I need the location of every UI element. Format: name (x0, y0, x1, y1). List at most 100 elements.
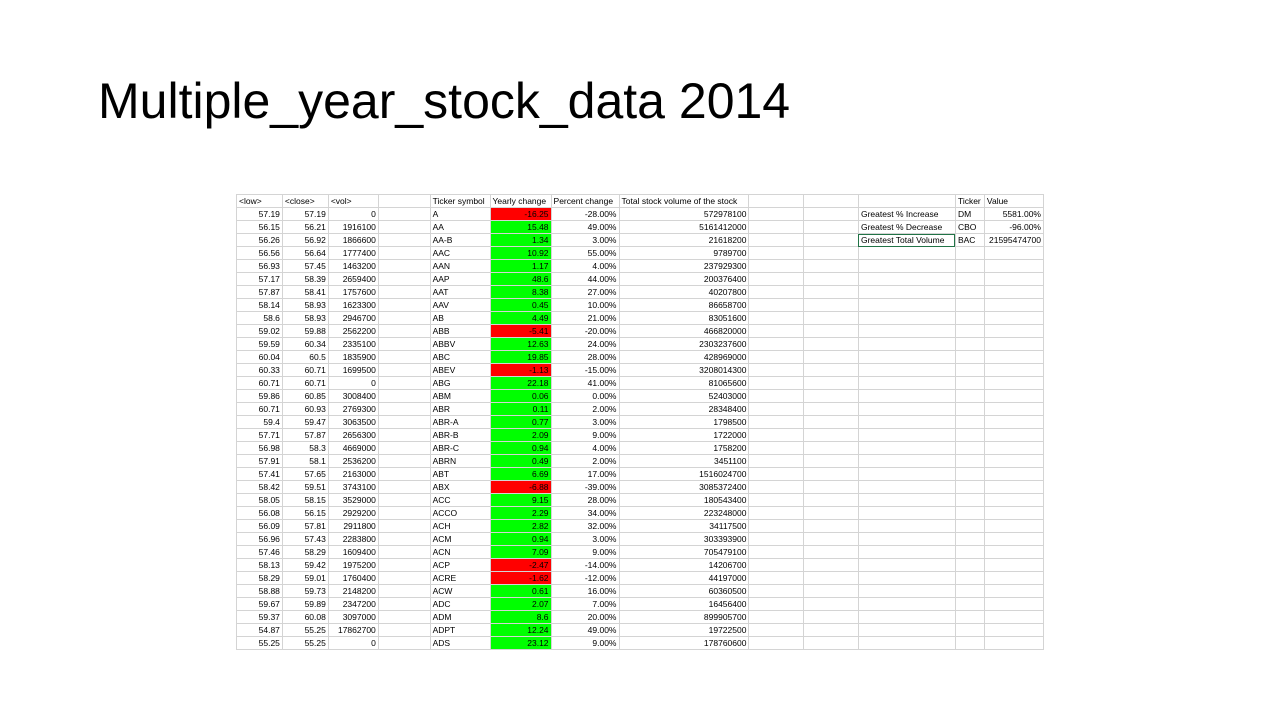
total-volume-cell[interactable]: 60360500 (618, 584, 750, 598)
percent-change-cell[interactable]: 9.00% (550, 636, 620, 650)
low-cell[interactable]: 58.42 (236, 480, 283, 494)
low-cell[interactable]: 55.25 (236, 636, 283, 650)
empty-cell[interactable] (803, 402, 859, 416)
ticker-cell[interactable]: AA (429, 220, 491, 234)
empty-cell[interactable] (748, 467, 805, 481)
percent-change-cell[interactable]: -20.00% (550, 324, 620, 338)
low-cell[interactable]: 57.17 (236, 272, 283, 286)
vol-cell[interactable]: 1757600 (327, 285, 379, 299)
empty-cell[interactable] (983, 350, 1044, 364)
header-close[interactable]: <close> (281, 194, 329, 208)
close-cell[interactable]: 57.87 (281, 428, 329, 442)
close-cell[interactable]: 57.65 (281, 467, 329, 481)
empty-cell[interactable] (748, 337, 805, 351)
empty-cell[interactable] (857, 597, 956, 611)
close-cell[interactable]: 57.45 (281, 259, 329, 273)
close-cell[interactable]: 57.81 (281, 519, 329, 533)
low-cell[interactable]: 57.87 (236, 285, 283, 299)
empty-cell[interactable] (857, 337, 956, 351)
close-cell[interactable]: 60.85 (281, 389, 329, 403)
empty-cell[interactable] (954, 428, 985, 442)
yearly-change-cell[interactable]: 48.6 (489, 272, 552, 286)
vol-cell[interactable]: 2163000 (327, 467, 379, 481)
empty-cell[interactable] (803, 337, 859, 351)
low-cell[interactable]: 58.05 (236, 493, 283, 507)
empty-cell[interactable] (954, 376, 985, 390)
yearly-change-cell[interactable]: 12.24 (489, 623, 552, 637)
vol-cell[interactable]: 1835900 (327, 350, 379, 364)
empty-cell[interactable] (857, 636, 956, 650)
empty-cell[interactable] (803, 584, 859, 598)
total-volume-cell[interactable]: 44197000 (618, 571, 750, 585)
empty-cell[interactable] (954, 272, 985, 286)
empty-cell[interactable] (857, 389, 956, 403)
empty-cell[interactable] (377, 285, 431, 299)
empty-cell[interactable] (748, 571, 805, 585)
empty-cell[interactable] (377, 350, 431, 364)
low-cell[interactable]: 57.71 (236, 428, 283, 442)
empty-cell[interactable] (857, 558, 956, 572)
ticker-cell[interactable]: ABG (429, 376, 491, 390)
empty-cell[interactable] (954, 506, 985, 520)
low-cell[interactable]: 59.67 (236, 597, 283, 611)
empty-cell[interactable] (377, 324, 431, 338)
ticker-cell[interactable]: ABR-A (429, 415, 491, 429)
yearly-change-cell[interactable]: -16.25 (489, 207, 552, 221)
empty-cell[interactable] (377, 207, 431, 221)
empty-cell[interactable] (748, 623, 805, 637)
empty-cell[interactable] (748, 246, 805, 260)
ticker-cell[interactable]: ABEV (429, 363, 491, 377)
vol-cell[interactable]: 3097000 (327, 610, 379, 624)
ticker-cell[interactable]: ABR (429, 402, 491, 416)
empty-cell[interactable] (954, 636, 985, 650)
empty-cell[interactable] (983, 571, 1044, 585)
empty-cell[interactable] (857, 532, 956, 546)
summary-label-cell[interactable]: Greatest % Increase (857, 207, 956, 221)
empty-cell[interactable] (803, 311, 859, 325)
empty-cell[interactable] (857, 480, 956, 494)
empty-cell[interactable] (983, 480, 1044, 494)
empty-cell[interactable] (748, 532, 805, 546)
empty-cell[interactable] (954, 259, 985, 273)
empty-cell[interactable] (748, 402, 805, 416)
total-volume-cell[interactable]: 237929300 (618, 259, 750, 273)
low-cell[interactable]: 60.04 (236, 350, 283, 364)
empty-cell[interactable] (377, 272, 431, 286)
vol-cell[interactable]: 0 (327, 376, 379, 390)
vol-cell[interactable]: 2911800 (327, 519, 379, 533)
empty-cell[interactable] (748, 207, 805, 221)
empty-cell[interactable] (377, 363, 431, 377)
empty-cell[interactable] (377, 584, 431, 598)
empty-cell[interactable] (803, 467, 859, 481)
close-cell[interactable]: 59.89 (281, 597, 329, 611)
total-volume-cell[interactable]: 899905700 (618, 610, 750, 624)
yearly-change-cell[interactable]: 2.29 (489, 506, 552, 520)
close-cell[interactable]: 55.25 (281, 623, 329, 637)
ticker-cell[interactable]: ABBV (429, 337, 491, 351)
empty-cell[interactable] (954, 415, 985, 429)
empty-cell[interactable] (857, 441, 956, 455)
percent-change-cell[interactable]: 21.00% (550, 311, 620, 325)
close-cell[interactable]: 60.08 (281, 610, 329, 624)
empty-cell[interactable] (748, 298, 805, 312)
summary-ticker-cell[interactable]: DM (954, 207, 985, 221)
empty-cell[interactable] (983, 506, 1044, 520)
ticker-cell[interactable]: ABC (429, 350, 491, 364)
empty-cell[interactable] (803, 610, 859, 624)
empty-cell[interactable] (748, 597, 805, 611)
ticker-cell[interactable]: ACM (429, 532, 491, 546)
vol-cell[interactable]: 3743100 (327, 480, 379, 494)
empty-cell[interactable] (377, 246, 431, 260)
empty-cell[interactable] (983, 259, 1044, 273)
empty-cell[interactable] (857, 363, 956, 377)
empty-cell[interactable] (748, 480, 805, 494)
empty-cell[interactable] (857, 610, 956, 624)
yearly-change-cell[interactable]: -1.13 (489, 363, 552, 377)
empty-cell[interactable] (983, 519, 1044, 533)
ticker-cell[interactable]: ACH (429, 519, 491, 533)
empty-cell[interactable] (954, 454, 985, 468)
ticker-cell[interactable]: ACRE (429, 571, 491, 585)
total-volume-cell[interactable]: 81065600 (618, 376, 750, 390)
low-cell[interactable]: 59.02 (236, 324, 283, 338)
ticker-cell[interactable]: AAN (429, 259, 491, 273)
